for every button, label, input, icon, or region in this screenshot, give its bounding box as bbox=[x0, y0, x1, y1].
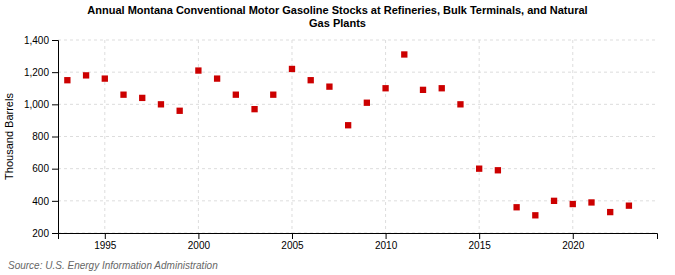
y-tick-label: 1,400 bbox=[24, 35, 49, 46]
grid-line-y bbox=[58, 200, 657, 201]
y-tick-mark bbox=[52, 72, 58, 73]
x-axis-line bbox=[59, 234, 658, 240]
grid-line-y bbox=[58, 40, 657, 41]
x-tick-label: 2000 bbox=[188, 240, 211, 251]
x-tick: 2020 bbox=[562, 233, 585, 251]
x-tick-label: 2005 bbox=[281, 240, 304, 251]
x-tick: 2000 bbox=[188, 233, 211, 251]
point bbox=[551, 198, 557, 204]
point bbox=[270, 92, 276, 98]
point bbox=[607, 209, 613, 215]
point bbox=[345, 122, 351, 128]
point bbox=[439, 85, 445, 91]
point bbox=[364, 100, 370, 106]
point bbox=[64, 77, 70, 83]
title: Annual Montana Conventional Motor Gasoli… bbox=[87, 4, 587, 29]
y-tick: 1,400 bbox=[24, 35, 58, 46]
source: Source: U.S. Energy Information Administ… bbox=[8, 260, 218, 271]
y-axis: 200 400 600 800 1,000 1,200 1,400 bbox=[24, 35, 59, 239]
y-tick-label: 800 bbox=[32, 131, 49, 142]
x-tick: 1995 bbox=[94, 233, 117, 251]
y-tick: 600 bbox=[32, 163, 58, 174]
grid-line-y bbox=[58, 72, 657, 73]
x-tick: 2005 bbox=[281, 233, 304, 251]
y-tick-label: 200 bbox=[32, 228, 49, 239]
point bbox=[120, 92, 126, 98]
grid-line-x bbox=[385, 40, 386, 233]
grid-line-y bbox=[58, 104, 657, 105]
y-tick-label: 1,000 bbox=[24, 99, 49, 110]
x-tick-label: 1995 bbox=[94, 240, 117, 251]
point bbox=[476, 166, 482, 172]
point bbox=[102, 75, 108, 81]
x-tick-mark bbox=[198, 233, 199, 239]
x-tick-mark bbox=[105, 233, 106, 239]
point bbox=[139, 95, 145, 101]
plot-area: 1995 2000 2005 2010 2015 2020 200 400 600 800 1,00… bbox=[24, 35, 658, 251]
point bbox=[532, 212, 538, 218]
point bbox=[457, 101, 463, 107]
y-tick: 200 bbox=[32, 228, 58, 239]
point bbox=[233, 92, 239, 98]
x-tick-mark bbox=[479, 233, 480, 239]
grid-line-y bbox=[58, 168, 657, 169]
y-tick-mark bbox=[52, 137, 58, 138]
x-tick-label: 2015 bbox=[469, 240, 492, 251]
point bbox=[251, 106, 257, 112]
y-axis-title: Thousand Barrels bbox=[3, 93, 15, 180]
point bbox=[308, 77, 314, 83]
point bbox=[195, 67, 201, 73]
point bbox=[626, 202, 632, 208]
y-tick-mark bbox=[52, 233, 58, 234]
y-tick-label: 600 bbox=[32, 163, 49, 174]
grid-line-x bbox=[104, 40, 105, 233]
point bbox=[326, 83, 332, 89]
x-tick-mark bbox=[573, 233, 574, 239]
y-tick: 1,000 bbox=[24, 99, 58, 110]
point bbox=[289, 66, 295, 72]
y-tick-mark bbox=[52, 40, 58, 41]
grid bbox=[58, 40, 657, 233]
y-tick-mark bbox=[52, 201, 58, 202]
x-tick-label: 2010 bbox=[375, 240, 398, 251]
chart: 1995 2000 2005 2010 2015 2020 200 400 600 800 1,00… bbox=[0, 0, 675, 275]
grid-line-y bbox=[58, 136, 657, 137]
y-tick-label: 1,200 bbox=[24, 67, 49, 78]
point bbox=[570, 201, 576, 207]
point bbox=[83, 72, 89, 78]
point bbox=[158, 101, 164, 107]
x-tick-mark bbox=[292, 233, 293, 239]
point bbox=[420, 87, 426, 93]
x-tick: 2015 bbox=[469, 233, 492, 251]
x-axis: 1995 2000 2005 2010 2015 2020 bbox=[59, 233, 658, 251]
y-tick: 1,200 bbox=[24, 67, 58, 78]
x-tick-label: 2020 bbox=[562, 240, 585, 251]
point bbox=[588, 199, 594, 205]
y-tick: 800 bbox=[32, 131, 58, 142]
point bbox=[495, 167, 501, 173]
point bbox=[214, 75, 220, 81]
x-tick: 2010 bbox=[375, 233, 398, 251]
y-tick-mark bbox=[52, 169, 58, 170]
points bbox=[64, 51, 632, 218]
y-tick: 400 bbox=[32, 196, 58, 207]
point bbox=[382, 85, 388, 91]
y-tick-mark bbox=[52, 104, 58, 105]
point bbox=[177, 108, 183, 114]
x-tick-mark bbox=[386, 233, 387, 239]
point bbox=[401, 51, 407, 57]
y-tick-label: 400 bbox=[32, 196, 49, 207]
y-axis-line bbox=[52, 41, 59, 234]
point bbox=[513, 204, 519, 210]
